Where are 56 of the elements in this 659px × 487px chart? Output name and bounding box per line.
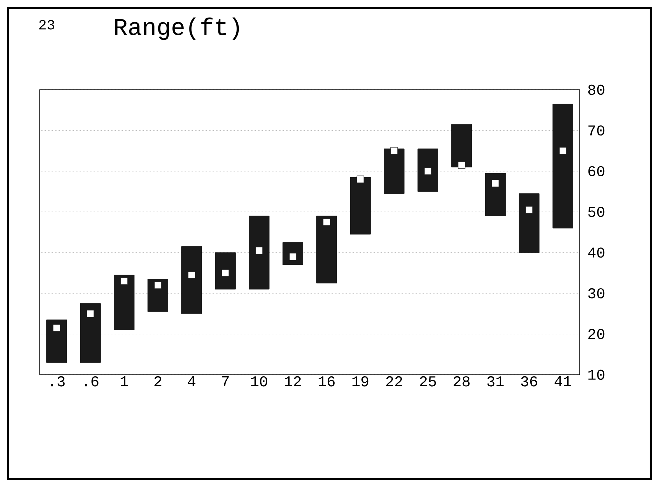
y-tick-label: 70 [588, 126, 605, 136]
y-tick-label: 60 [588, 166, 605, 177]
point [390, 147, 398, 155]
x-tick-label: .3 [52, 376, 65, 387]
point [526, 206, 534, 214]
x-tick-label: 41 [554, 376, 572, 386]
point [86, 310, 94, 318]
bar [114, 275, 135, 330]
x-tick-label: 28 [454, 376, 470, 387]
bar [80, 304, 101, 363]
chart-title: Range(ft) [115, 18, 240, 40]
point [458, 162, 466, 170]
bar [452, 124, 472, 168]
x-tick-label: 12 [285, 376, 302, 387]
bar [249, 216, 270, 290]
y-tick-label: 30 [588, 288, 605, 299]
point [256, 247, 264, 255]
bar [182, 246, 202, 314]
x-tick-label: 22 [386, 376, 402, 387]
bar [148, 279, 168, 312]
x-tick-label: 4 [188, 376, 196, 386]
point [120, 278, 128, 286]
bar [316, 216, 338, 284]
point [154, 282, 162, 290]
y-tick-label: 40 [588, 248, 605, 258]
x-tick-label: 2 [154, 376, 162, 387]
point [356, 176, 364, 184]
y-tick-label: 20 [588, 329, 605, 340]
point [323, 218, 331, 226]
point [492, 180, 500, 188]
bar [519, 194, 540, 254]
point [424, 168, 432, 176]
bar [485, 173, 506, 216]
x-tick-label: 36 [521, 376, 538, 387]
x-tick-label: 25 [420, 376, 436, 387]
y-tick-label: 80 [588, 84, 605, 96]
x-tick-label: 7 [222, 376, 229, 386]
point [222, 270, 230, 277]
point [289, 253, 297, 261]
y-tick-label: 50 [588, 207, 605, 218]
text: 23 [40, 20, 54, 30]
x-tick-label: 31 [488, 376, 504, 387]
bar [350, 177, 371, 235]
x-tick-label: .6 [85, 376, 99, 387]
bar [552, 104, 574, 229]
bar [215, 252, 236, 290]
point [188, 272, 196, 279]
x-tick-label: 19 [352, 376, 369, 387]
bar [384, 148, 405, 194]
x-tick-label: 1 [120, 376, 128, 386]
x-tick-label: 16 [318, 376, 335, 387]
bar [46, 320, 68, 363]
point [559, 147, 567, 155]
point [53, 324, 61, 332]
x-tick-label: 10 [251, 376, 268, 387]
bar [418, 148, 438, 192]
